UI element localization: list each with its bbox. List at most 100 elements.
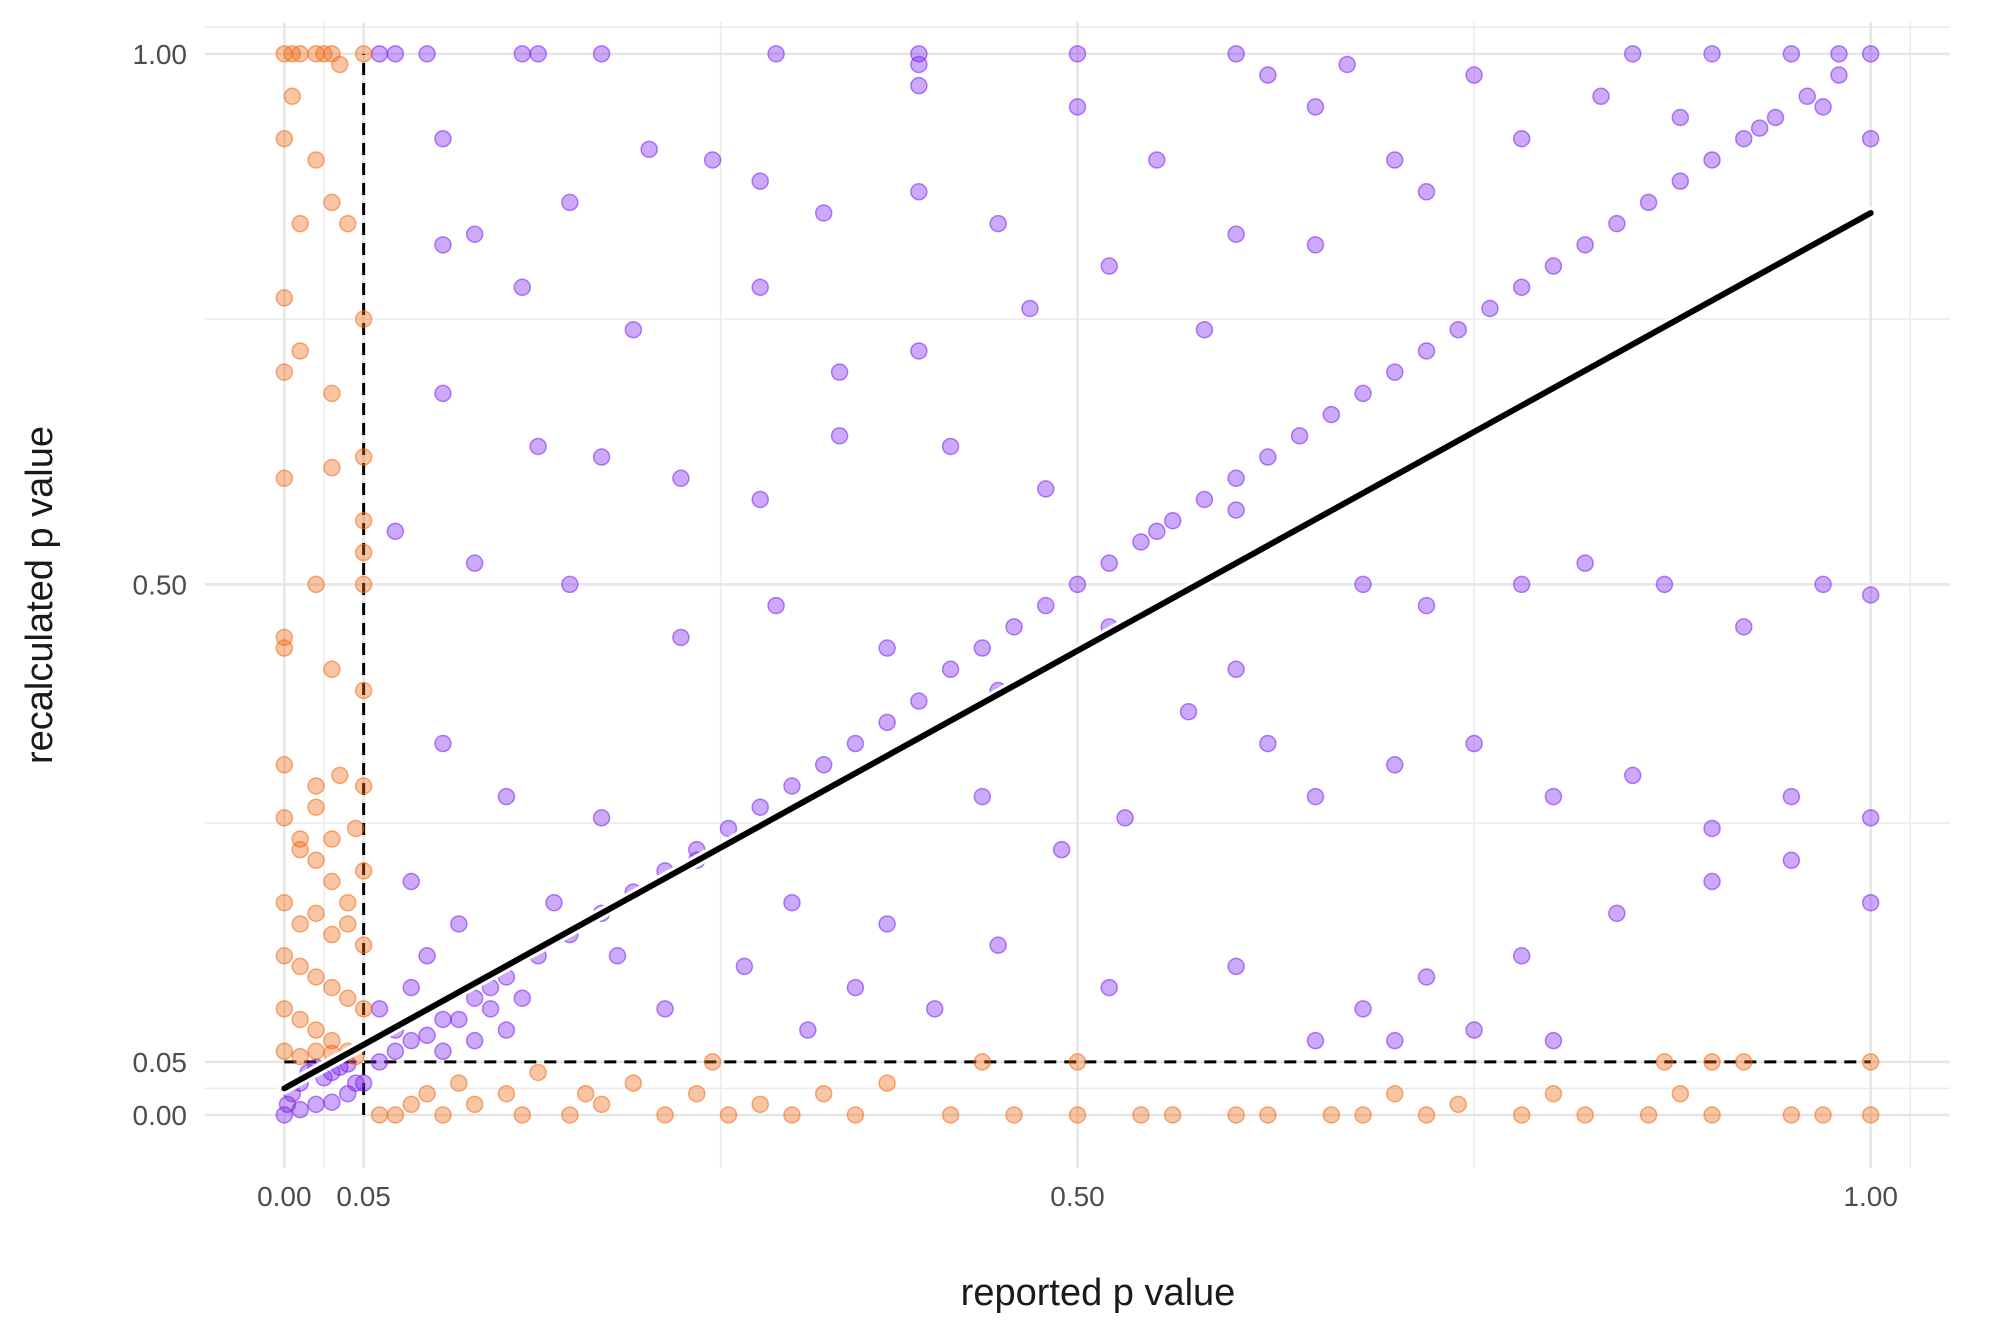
data-point xyxy=(751,798,769,816)
data-point xyxy=(307,777,325,795)
data-point xyxy=(1068,1053,1087,1071)
data-point xyxy=(513,1106,532,1124)
data-point xyxy=(434,384,452,403)
data-point xyxy=(434,1010,452,1029)
data-point xyxy=(1576,236,1594,254)
data-point xyxy=(989,214,1007,233)
data-point xyxy=(307,851,325,870)
data-point xyxy=(1227,1106,1245,1124)
data-point xyxy=(640,140,658,159)
data-point xyxy=(561,575,579,594)
data-point xyxy=(481,1000,500,1018)
data-point xyxy=(1592,87,1610,106)
data-point xyxy=(354,448,373,466)
data-point xyxy=(1544,1084,1563,1103)
data-point xyxy=(1512,278,1531,297)
data-point xyxy=(1465,1021,1483,1039)
data-point xyxy=(1576,554,1594,572)
x-tick-label: 0.05 xyxy=(336,1181,391,1212)
data-point xyxy=(465,989,484,1007)
data-point xyxy=(497,787,516,806)
data-point xyxy=(307,1021,325,1039)
data-point xyxy=(323,1093,341,1111)
data-point xyxy=(1132,533,1150,551)
x-tick-label: 0.00 xyxy=(257,1181,312,1212)
data-point xyxy=(323,925,341,944)
data-point xyxy=(1100,978,1118,997)
data-point xyxy=(1512,575,1531,594)
data-point xyxy=(1354,575,1372,594)
data-point xyxy=(973,787,992,806)
data-point xyxy=(1354,384,1372,403)
data-point xyxy=(370,1000,389,1018)
data-point xyxy=(941,437,960,456)
data-point xyxy=(1639,193,1658,212)
data-point xyxy=(1322,1106,1341,1124)
data-point xyxy=(1449,1095,1467,1114)
data-point xyxy=(1306,787,1325,806)
data-point xyxy=(1068,575,1087,594)
data-point xyxy=(1623,45,1642,63)
data-point xyxy=(1417,1106,1436,1124)
data-point xyxy=(434,734,452,753)
data-point xyxy=(1227,469,1245,488)
x-tick-labels: 0.00 0.05 0.50 1.00 xyxy=(257,1181,1898,1212)
data-point xyxy=(592,809,611,827)
data-point xyxy=(878,639,896,657)
data-point xyxy=(339,893,357,912)
data-point xyxy=(1148,151,1166,169)
data-point xyxy=(529,1063,547,1082)
data-point xyxy=(529,437,547,456)
data-point xyxy=(1227,957,1245,976)
data-point xyxy=(1639,1106,1658,1124)
data-point xyxy=(1544,257,1563,275)
data-point xyxy=(307,1042,325,1061)
data-point xyxy=(1005,1106,1023,1124)
data-point xyxy=(370,45,389,63)
data-point xyxy=(624,1074,643,1092)
data-point xyxy=(1861,893,1880,912)
y-tick-labels: 0.00 0.05 0.50 1.00 xyxy=(133,39,188,1131)
data-point xyxy=(1417,596,1436,615)
data-point xyxy=(434,1106,452,1124)
data-point xyxy=(1861,1053,1880,1071)
data-point xyxy=(434,236,452,254)
data-point xyxy=(592,1095,611,1114)
data-point xyxy=(465,225,484,243)
data-point xyxy=(783,1106,801,1124)
data-point xyxy=(814,756,833,774)
data-point xyxy=(1703,1053,1721,1071)
data-point xyxy=(1465,66,1483,84)
data-point xyxy=(275,809,294,827)
data-point xyxy=(719,1106,738,1124)
data-point xyxy=(386,45,405,63)
data-point xyxy=(1417,342,1436,360)
data-point xyxy=(624,320,643,339)
data-point xyxy=(925,1000,944,1018)
data-point xyxy=(941,1106,960,1124)
data-point xyxy=(275,469,294,488)
data-point xyxy=(307,904,325,923)
data-point xyxy=(275,1106,294,1124)
data-point xyxy=(910,76,928,95)
data-point xyxy=(1861,45,1880,63)
data-point xyxy=(529,45,547,63)
data-point xyxy=(1544,787,1563,806)
data-point xyxy=(799,1021,817,1039)
data-point xyxy=(1148,522,1166,541)
data-point xyxy=(275,756,294,774)
data-point xyxy=(291,840,309,859)
data-point xyxy=(1163,1106,1182,1124)
data-point xyxy=(1037,480,1055,498)
data-point xyxy=(767,596,785,615)
data-point xyxy=(354,511,373,530)
data-point xyxy=(1259,448,1277,466)
data-point xyxy=(339,915,357,933)
data-point xyxy=(323,830,341,848)
data-point xyxy=(370,1106,389,1124)
data-point xyxy=(1671,108,1690,127)
data-point xyxy=(1735,618,1753,636)
data-point xyxy=(672,628,690,647)
data-point xyxy=(1259,66,1277,84)
data-point xyxy=(1830,66,1848,84)
